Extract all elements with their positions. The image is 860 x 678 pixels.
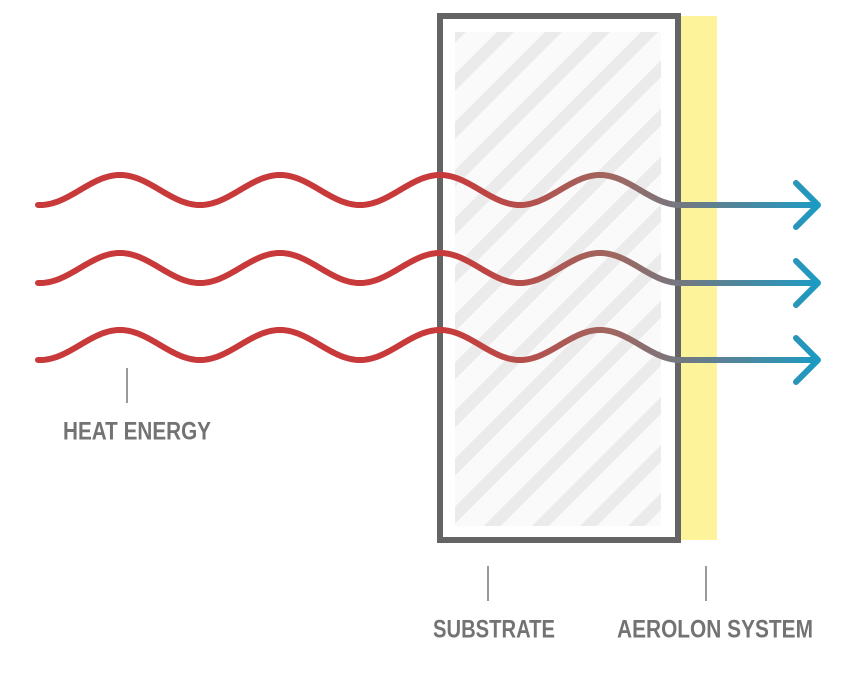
heat-energy-label: HEAT ENERGY (63, 418, 211, 446)
heat-wave (35, 250, 821, 308)
substrate-label: SUBSTRATE (433, 616, 555, 644)
heat-waves (35, 172, 821, 385)
aerolon-layer (681, 16, 717, 540)
aerolon-system-label: AEROLON SYSTEM (617, 616, 813, 644)
heat-wave (35, 327, 821, 385)
substrate-hatch (455, 32, 661, 526)
heat-wave (35, 172, 821, 230)
